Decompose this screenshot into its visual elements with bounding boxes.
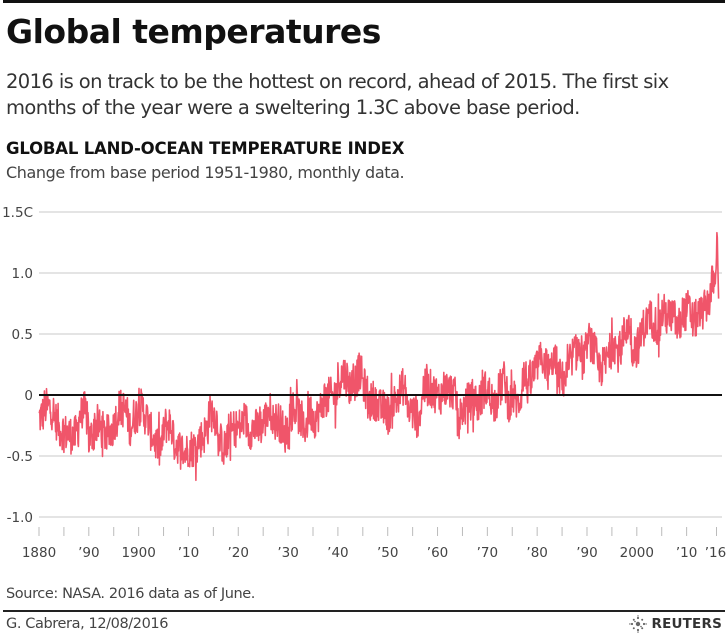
bottom-rule	[3, 610, 725, 612]
x-tick-label: ’20	[228, 545, 249, 561]
x-tick-label: ’30	[277, 545, 298, 561]
chart-subtitle: Change from base period 1951-1980, month…	[6, 163, 405, 182]
top-rule	[3, 0, 725, 3]
x-tick-label: 1900	[121, 545, 155, 561]
x-tick-label: ’90	[78, 545, 99, 561]
x-tick-label: 1880	[22, 545, 56, 561]
x-tick-label: ’16	[705, 545, 726, 561]
page-subtitle: 2016 is on track to be the hottest on re…	[6, 70, 669, 119]
page-title: Global temperatures	[6, 12, 381, 51]
grid-lines	[39, 211, 722, 518]
reuters-logo[interactable]: REUTERS	[629, 615, 722, 633]
x-tick-label: ’10	[178, 545, 199, 561]
y-axis-labels: 1.5C 1.0 0.5 0 -0.5 -1.0	[2, 205, 33, 526]
x-tick-label: ’70	[477, 545, 498, 561]
x-tick-label: ’40	[327, 545, 348, 561]
y-tick-label: -1.0	[7, 510, 33, 526]
reuters-logo-text: REUTERS	[651, 616, 722, 632]
reuters-dot-logo-icon	[629, 615, 648, 633]
temperature-line-chart: 1.5C 1.0 0.5 0 -0.5 -1.0 1880 ’90 1900 ’10 ’20 ’30…	[2, 205, 726, 561]
x-tick-label: ’80	[526, 545, 547, 561]
y-tick-label: 1.5C	[2, 205, 33, 221]
x-tick-label: ’10	[676, 545, 697, 561]
series-line-temperature-anomaly	[38, 231, 720, 482]
x-tick-label: ’90	[576, 545, 597, 561]
y-tick-label: 0.5	[12, 327, 33, 343]
x-tick-label: ’50	[377, 545, 398, 561]
y-tick-label: -0.5	[7, 449, 33, 465]
x-tick-label: 2000	[620, 545, 654, 561]
y-tick-label: 1.0	[12, 266, 33, 282]
x-tick-label: ’60	[427, 545, 448, 561]
x-axis: 1880 ’90 1900 ’10 ’20 ’30 ’40 ’50 ’60 ’70 ’80 ’90 20…	[22, 527, 726, 561]
y-tick-label: 0	[24, 388, 33, 404]
chart-title: GLOBAL LAND-OCEAN TEMPERATURE INDEX	[6, 139, 405, 158]
author-credit: G. Cabrera, 12/08/2016	[6, 616, 169, 632]
source-note: Source: NASA. 2016 data as of June.	[6, 586, 256, 602]
